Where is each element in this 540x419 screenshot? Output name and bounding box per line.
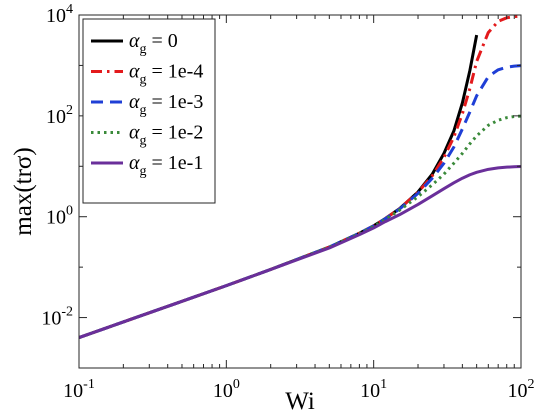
legend-symbol: α <box>129 91 140 113</box>
y-axis-label: max(trσ) <box>10 147 37 235</box>
legend-label-3: αg = 1e-2 <box>129 122 203 149</box>
legend-value: = 1e-2 <box>147 122 204 144</box>
y-tick-label-2: 102 <box>46 103 73 128</box>
y-tick-exponent: 2 <box>66 103 73 118</box>
legend-value: = 1e-1 <box>147 152 204 174</box>
x-tick-label-2: 101 <box>360 377 387 402</box>
legend-label-4: αg = 1e-1 <box>129 152 203 179</box>
legend-label-2: αg = 1e-3 <box>129 91 203 118</box>
y-tick-base: 10 <box>46 5 66 27</box>
series-line-3 <box>79 114 521 340</box>
series-layer <box>79 15 521 340</box>
legend-symbol: α <box>129 122 140 144</box>
axes-frame <box>78 14 522 369</box>
x-tick-exponent: 0 <box>233 377 240 392</box>
x-tick-base: 10 <box>508 380 528 402</box>
legend: αg = 0αg = 1e-4αg = 1e-3αg = 1e-2αg = 1e… <box>82 18 216 204</box>
y-tick-exponent: -2 <box>61 305 73 320</box>
legend-subscript: g <box>140 164 147 179</box>
x-axis-label: Wi <box>285 388 315 414</box>
legend-symbol: α <box>129 61 140 83</box>
x-tick-base: 10 <box>63 380 83 402</box>
legend-box <box>82 18 216 204</box>
x-tick-label-3: 102 <box>508 377 535 402</box>
x-tick-label-1: 100 <box>213 377 240 402</box>
legend-label-0: αg = 0 <box>129 30 178 57</box>
legend-symbol: α <box>129 152 140 174</box>
y-tick-label-0: 10-2 <box>41 305 73 330</box>
legend-value: = 1e-3 <box>147 91 204 113</box>
x-tick-exponent: 1 <box>380 377 387 392</box>
legend-subscript: g <box>140 103 147 118</box>
axes-layer <box>78 14 522 369</box>
y-tick-label-3: 104 <box>46 2 73 27</box>
y-tick-base: 10 <box>46 106 66 128</box>
y-tick-label-1: 100 <box>46 204 73 229</box>
x-tick-base: 10 <box>213 380 233 402</box>
y-tick-exponent: 4 <box>66 2 73 17</box>
x-tick-exponent: 2 <box>528 377 535 392</box>
legend-value: = 1e-4 <box>147 61 204 83</box>
legend-subscript: g <box>140 134 147 149</box>
series-line-4 <box>79 165 521 340</box>
x-tick-label-0: 10-1 <box>63 377 95 402</box>
y-tick-base: 10 <box>46 207 66 229</box>
legend-symbol: α <box>129 30 140 52</box>
legend-value: = 0 <box>147 30 178 52</box>
y-tick-base: 10 <box>41 308 61 330</box>
y-tick-exponent: 0 <box>66 204 73 219</box>
x-tick-exponent: -1 <box>83 377 95 392</box>
legend-subscript: g <box>140 73 147 88</box>
x-tick-base: 10 <box>360 380 380 402</box>
legend-subscript: g <box>140 42 147 57</box>
legend-label-1: αg = 1e-4 <box>129 61 203 88</box>
